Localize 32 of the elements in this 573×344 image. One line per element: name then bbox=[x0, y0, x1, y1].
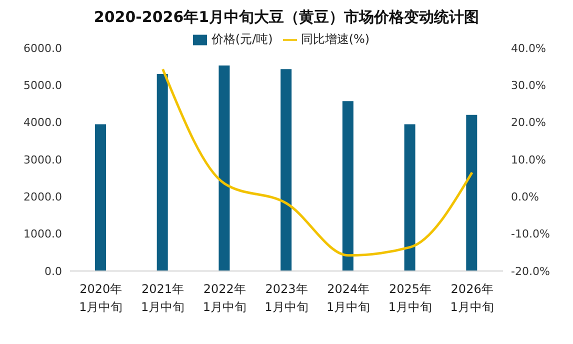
bar bbox=[95, 124, 106, 271]
bar bbox=[280, 69, 292, 271]
y-tick-label: 3000.0 bbox=[24, 153, 62, 166]
x-tick-label: 2025年 1月中旬 bbox=[388, 282, 432, 314]
legend-label: 价格(元/吨) bbox=[211, 32, 273, 46]
x-tick-label: 2023年 1月中旬 bbox=[264, 282, 308, 314]
y2-tick-label: 40.0% bbox=[511, 42, 546, 55]
y2-tick-label: 20.0% bbox=[511, 116, 546, 130]
bar bbox=[342, 101, 354, 271]
y2-tick-label: -10.0% bbox=[511, 228, 550, 241]
y-tick-label: 2000.0 bbox=[24, 190, 62, 204]
y2-tick-label: 10.0% bbox=[511, 153, 546, 166]
y2-tick-label: 0.0% bbox=[511, 190, 539, 204]
x-tick-label: 2024年 1月中旬 bbox=[326, 282, 370, 314]
chart-title: 2020-2026年1月中旬大豆（黄豆）市场价格变动统计图 bbox=[92, 8, 480, 27]
y-tick-label: 5000.0 bbox=[24, 79, 62, 92]
line-series bbox=[162, 68, 474, 257]
bar bbox=[156, 74, 168, 271]
legend-label: 同比增速(%) bbox=[300, 32, 370, 46]
y2-tick-label: -20.0% bbox=[511, 264, 550, 278]
y2-tick-label: 30.0% bbox=[511, 79, 546, 92]
y-tick-label: 4000.0 bbox=[24, 116, 62, 130]
bar bbox=[404, 124, 416, 271]
y-tick-label: 1000.0 bbox=[24, 228, 62, 241]
x-tick-label: 2026年 1月中旬 bbox=[450, 282, 494, 314]
y-tick-label: 0.0 bbox=[44, 264, 62, 278]
x-tick-label: 2021年 1月中旬 bbox=[140, 282, 185, 314]
bar bbox=[218, 65, 230, 271]
x-tick-label: 2022年 1月中旬 bbox=[202, 282, 246, 314]
bar bbox=[466, 114, 478, 271]
x-tick-label: 2020年 1月中旬 bbox=[79, 282, 123, 314]
y-tick-label: 6000.0 bbox=[24, 42, 62, 55]
